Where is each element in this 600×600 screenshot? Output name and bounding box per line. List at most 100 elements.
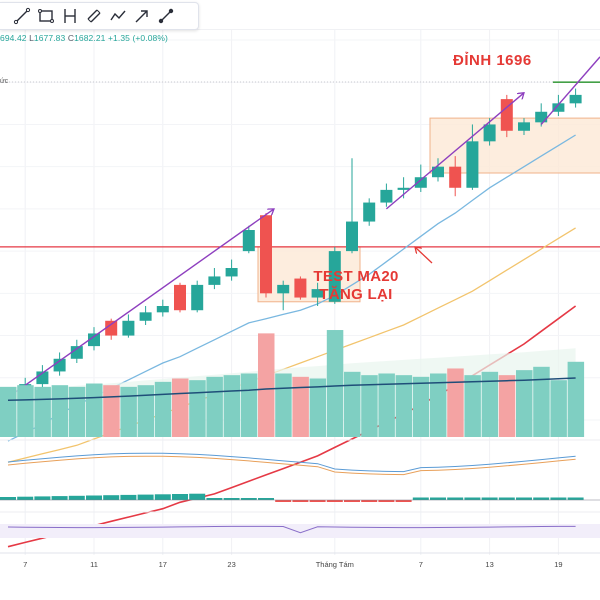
- candle-33: [569, 88, 582, 108]
- macd-hist-14: [240, 498, 257, 500]
- volume-bar-3: [51, 385, 69, 437]
- x-tick-label-5: 7: [418, 560, 423, 569]
- rectangle-icon[interactable]: [34, 4, 58, 28]
- candle-body-21: [363, 202, 376, 222]
- volume-bar-22: [378, 373, 395, 437]
- macd-hist-16: [275, 500, 292, 502]
- candle-13: [225, 259, 238, 281]
- macd-hist-26: [447, 497, 464, 500]
- x-tick-label-7: 19: [554, 560, 563, 569]
- test-annotation-line1: TEST MA20: [313, 268, 399, 285]
- vertical-line-icon[interactable]: [58, 4, 82, 28]
- volume-bar-6: [103, 385, 120, 437]
- volume-bar-18: [309, 378, 327, 437]
- macd-hist-30: [516, 497, 532, 500]
- x-tick-label-2: 17: [158, 560, 167, 569]
- macd-hist-9: [154, 494, 171, 500]
- path-icon[interactable]: [106, 4, 130, 28]
- macd-hist-27: [464, 497, 481, 500]
- volume-bar-4: [68, 386, 86, 437]
- candle-body-3: [53, 358, 66, 372]
- volume-bar-19: [326, 330, 344, 437]
- macd-hist-12: [206, 498, 223, 500]
- candle-body-26: [449, 166, 462, 188]
- x-tick-label-6: 13: [485, 560, 494, 569]
- candle-3: [53, 352, 66, 376]
- candle-29: [500, 94, 513, 138]
- volume-bar-0: [0, 386, 17, 437]
- price-pane-border: [0, 29, 600, 30]
- arrow-icon[interactable]: [130, 4, 154, 28]
- candle-24: [414, 164, 427, 192]
- candle-body-17: [294, 278, 307, 298]
- candle-body-19: [328, 251, 341, 302]
- candle-4: [70, 339, 83, 363]
- candle-body-23: [397, 187, 410, 190]
- volume-bar-16: [275, 373, 292, 437]
- candle-16: [277, 280, 290, 311]
- candle-17: [294, 276, 307, 300]
- macd-hist-24: [412, 497, 429, 500]
- legend-change: +1.35 (+0.08%): [107, 33, 168, 43]
- macd-hist-33: [567, 497, 584, 500]
- volume-pane: [0, 330, 585, 437]
- candle-body-30: [518, 122, 530, 131]
- volume-bar-13: [223, 375, 241, 437]
- signal-line: [7, 455, 576, 476]
- candle-25: [432, 158, 444, 182]
- legend-close: 1682.21: [74, 33, 106, 43]
- candle-body-22: [380, 189, 393, 203]
- volume-bar-20: [344, 371, 361, 437]
- volume-bar-2: [34, 386, 51, 437]
- candle-body-15: [260, 215, 272, 294]
- candle-body-8: [139, 312, 152, 321]
- volume-bar-32: [550, 380, 567, 437]
- candle-body-10: [174, 284, 186, 311]
- support-zone-0: [257, 246, 361, 303]
- candle-15: [260, 213, 272, 298]
- test-annotation-line2: TĂNG LẠI: [319, 286, 393, 303]
- volume-bar-21: [361, 375, 378, 437]
- volume-bar-1: [17, 385, 34, 437]
- macd-hist-3: [51, 496, 68, 500]
- candle-10: [174, 282, 186, 313]
- candle-6: [105, 318, 118, 340]
- macd-hist-31: [533, 497, 550, 500]
- parallel-channel-icon[interactable]: [82, 4, 106, 28]
- candle-body-27: [466, 141, 479, 188]
- zones: [257, 117, 600, 303]
- measure-icon[interactable]: [154, 4, 178, 28]
- macd-hist-8: [137, 494, 154, 500]
- macd-hist-25: [430, 497, 446, 500]
- candle-30: [518, 118, 530, 135]
- volume-bar-9: [154, 381, 172, 437]
- trend-line-icon[interactable]: [10, 4, 34, 28]
- volume-bar-31: [533, 366, 550, 437]
- macd-hist-32: [550, 497, 567, 500]
- candle-body-7: [122, 320, 135, 336]
- candle-body-11: [191, 284, 204, 311]
- candle-22: [380, 183, 393, 207]
- macd-hist-21: [361, 500, 378, 502]
- macd-hist-2: [34, 496, 51, 500]
- x-tick-label-4: Tháng Tám: [315, 560, 354, 569]
- trend-arrow-2: [385, 93, 524, 210]
- candle-body-25: [432, 166, 444, 178]
- candle-26: [449, 156, 462, 197]
- volume-bar-28: [481, 371, 499, 437]
- ohlc-legend: 694.42 L1677.83 C1682.21 +1.35 (+0.08%): [0, 33, 168, 43]
- candle-body-9: [156, 306, 169, 313]
- candle-12: [208, 268, 221, 290]
- candle-body-33: [569, 94, 582, 104]
- legend-prefix: 694.42: [0, 33, 27, 43]
- volume-bar-8: [137, 385, 155, 437]
- x-tick-label-0: 7: [23, 560, 28, 569]
- toolbar-grip[interactable]: [0, 3, 10, 29]
- macd-hist-0: [0, 497, 16, 500]
- macd-hist-5: [86, 495, 102, 500]
- macd-hist-18: [309, 500, 326, 502]
- candle-8: [139, 306, 152, 325]
- candle-body-28: [483, 124, 496, 142]
- macd-hist-20: [344, 500, 360, 502]
